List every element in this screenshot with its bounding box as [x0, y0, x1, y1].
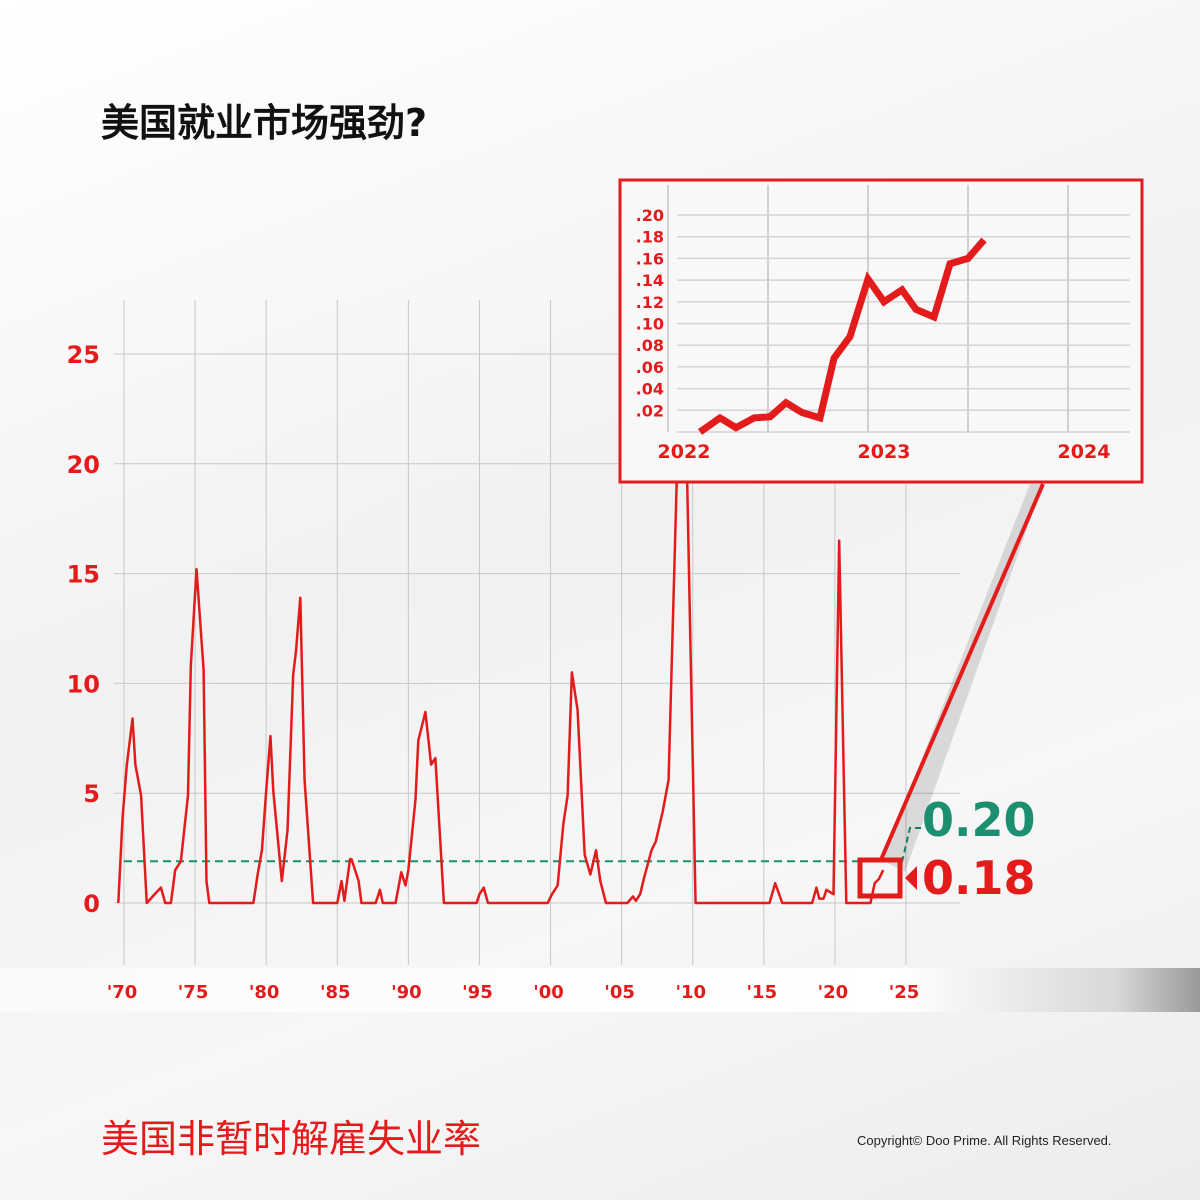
main-series-line [117, 258, 885, 905]
annotation-020: 0.20 [922, 793, 1036, 847]
inset-y-tick-label: .14 [636, 271, 664, 290]
x-tick-label: '00 [533, 982, 564, 1003]
inset-x-tick-label: 2022 [658, 441, 711, 463]
x-tick-label: '90 [391, 982, 422, 1003]
inset-y-tick-label: .08 [636, 336, 664, 355]
x-tick-label: '10 [675, 982, 706, 1003]
x-tick-label: '05 [604, 982, 635, 1003]
x-tick-label: '20 [818, 982, 849, 1003]
inset-x-tick-label: 2023 [858, 441, 911, 463]
y-tick-label: 5 [83, 780, 100, 808]
x-tick-label: '95 [462, 982, 493, 1003]
x-tick-label: '75 [178, 982, 209, 1003]
inset-series-line [697, 237, 987, 435]
inset-y-tick-label: .12 [636, 293, 664, 312]
x-tick-label: '15 [747, 982, 778, 1003]
y-tick-label: 20 [67, 451, 100, 479]
inset-y-tick-label: .18 [636, 228, 664, 247]
inset-y-tick-label: .16 [636, 249, 664, 268]
x-tick-label: '80 [249, 982, 280, 1003]
reference-leader [901, 827, 922, 863]
inset-y-tick-label: .04 [636, 380, 664, 399]
highlight-box [857, 857, 903, 899]
x-tick-label: '70 [107, 982, 138, 1003]
inset-frame [618, 178, 1144, 484]
annotation-018: 0.18 [922, 851, 1036, 905]
inset-y-tick-label: .20 [636, 206, 664, 225]
zoom-connector [878, 483, 1045, 863]
chart-subtitle: 美国非暂时解雇失业率 [101, 1117, 482, 1161]
x-tick-label: '25 [889, 982, 920, 1003]
y-tick-label: 25 [67, 341, 100, 369]
inset-y-tick-label: .06 [636, 358, 664, 377]
y-tick-label: 15 [67, 561, 100, 589]
inset-y-tick-label: .10 [636, 315, 664, 334]
x-tick-label: '85 [320, 982, 351, 1003]
pointer-arrow-icon [905, 866, 917, 890]
y-tick-label: 10 [67, 670, 100, 698]
copyright: Copyright© Doo Prime. All Rights Reserve… [857, 1133, 1112, 1148]
inset-y-tick-label: .02 [636, 401, 664, 420]
page-title: 美国就业市场强劲? [101, 101, 428, 145]
x-axis-band [0, 968, 1200, 1012]
inset-x-tick-label: 2024 [1058, 441, 1111, 463]
y-tick-label: 0 [83, 890, 100, 918]
